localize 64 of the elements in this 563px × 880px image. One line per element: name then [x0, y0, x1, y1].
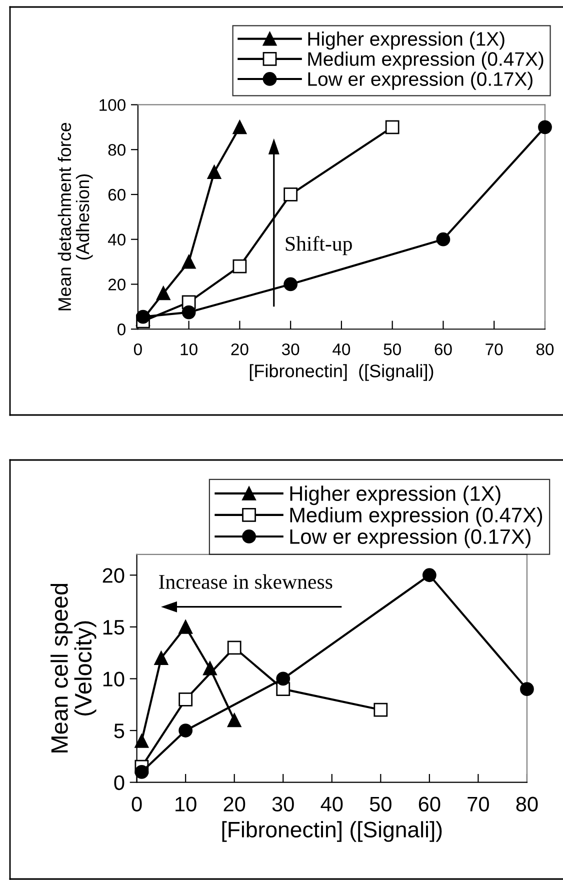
x-tick-label: 80	[516, 796, 538, 812]
point	[182, 254, 196, 269]
point	[207, 165, 222, 179]
point	[227, 640, 242, 655]
y-tick-label: 60	[108, 188, 126, 201]
legend-label: Higher expression (1X)	[290, 486, 500, 506]
x-tick-label: 50	[370, 796, 392, 812]
x-tick-label: 80	[536, 343, 554, 356]
y-tick-label: 20	[108, 278, 126, 290]
x-tick-label: 30	[272, 796, 294, 812]
y-axis-title: Mean cell speed (Velocity)	[50, 584, 96, 752]
x-tick-label: 10	[176, 796, 196, 812]
y-axis-title: Mean detachment force (Adhesion)	[58, 122, 93, 310]
x-tick-label: 70	[468, 796, 489, 812]
point	[520, 682, 534, 696]
y-tick-label: 80	[108, 144, 126, 156]
x-tick-label: 40	[332, 343, 350, 356]
x-tick-label: 20	[231, 343, 248, 356]
point	[276, 672, 290, 686]
y-tick-label: 0	[114, 775, 124, 790]
annotation: Increase in skewness	[159, 574, 332, 589]
point	[374, 702, 388, 717]
x-tick-label: 40	[320, 796, 343, 812]
y-tick-label: 0	[118, 324, 126, 336]
x-tick-label: 60	[434, 343, 452, 356]
x-tick-label: 50	[384, 343, 401, 356]
legend-label: Higher expression (1X)	[308, 32, 504, 50]
y-tick-label: 40	[108, 234, 126, 246]
annotation: Shift-up	[286, 236, 352, 256]
point	[436, 232, 450, 246]
legend-label: Low er expression (0.17X)	[290, 528, 530, 548]
x-tick-label: 10	[180, 343, 198, 356]
x-tick-label: 0	[134, 343, 142, 356]
point	[182, 305, 196, 320]
x-axis-title: [Fibronectin] ([Signali])	[250, 364, 434, 381]
x-tick-label: 20	[224, 796, 246, 812]
point	[232, 259, 247, 274]
x-tick-label: 70	[486, 343, 503, 356]
point	[134, 765, 149, 779]
point	[227, 713, 242, 728]
y-tick-label: 100	[100, 99, 126, 111]
y-tick-label: 20	[102, 568, 124, 583]
point	[284, 188, 298, 202]
point	[178, 724, 193, 738]
legend-label: Medium expression (0.47X)	[290, 507, 542, 527]
x-axis-title: [Fibronectin] ([Signali])	[222, 821, 442, 842]
point	[154, 651, 168, 665]
point	[134, 734, 149, 748]
point	[538, 120, 552, 134]
point	[232, 120, 247, 134]
point	[178, 692, 193, 706]
x-tick-label: 0	[132, 796, 142, 812]
point	[422, 568, 436, 582]
x-tick-label: 60	[418, 796, 440, 812]
y-tick-label: 5	[114, 724, 124, 738]
x-tick-label: 30	[282, 343, 300, 356]
point	[156, 286, 170, 300]
y-tick-label: 15	[103, 620, 124, 635]
legend-label: Low er expression (0.17X)	[308, 72, 532, 90]
point	[385, 120, 400, 134]
y-tick-label: 10	[103, 672, 124, 686]
point	[178, 620, 193, 634]
point	[284, 277, 298, 292]
legend-label: Medium expression (0.47X)	[308, 52, 544, 70]
